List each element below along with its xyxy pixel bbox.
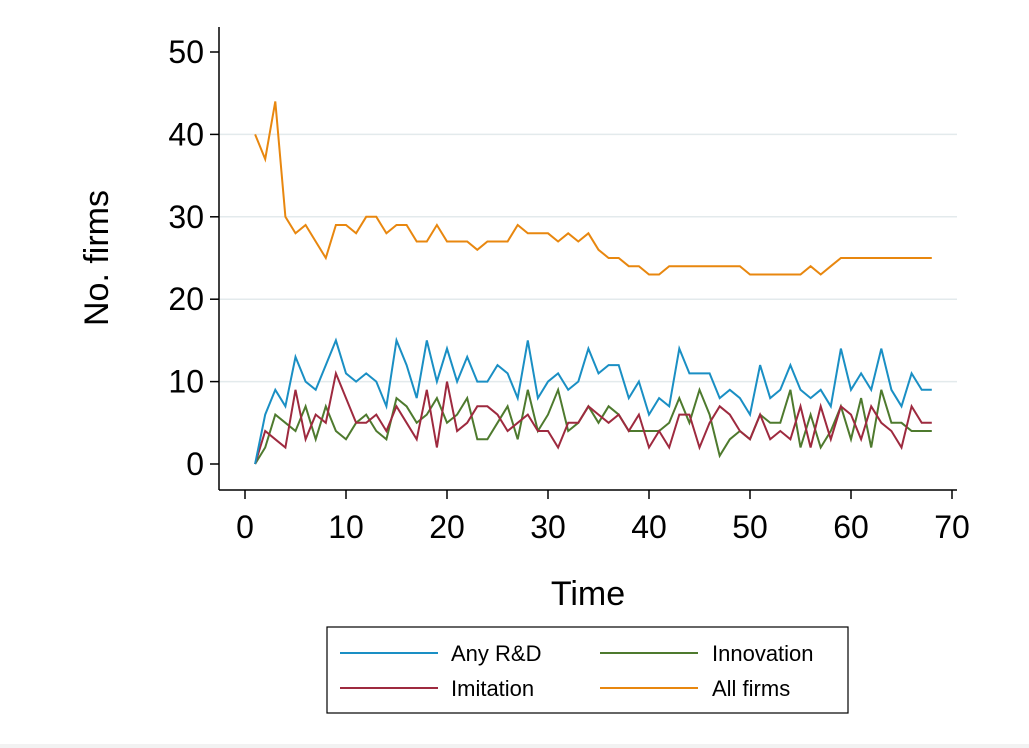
- y-axis-title: No. firms: [78, 190, 116, 326]
- x-tick-label-0: 0: [236, 509, 254, 545]
- x-tick-label-10: 10: [328, 509, 364, 545]
- y-ticks: 0 10 20 30 40 50: [168, 34, 219, 482]
- legend-box: [326, 626, 849, 714]
- y-tick-label-40: 40: [168, 116, 204, 152]
- series-line-any-r-d: [254, 336, 932, 465]
- y-tick-label-50: 50: [168, 34, 204, 70]
- legend-label-innovation: Innovation: [712, 641, 814, 666]
- series-line-imitation: [254, 369, 932, 465]
- y-tick-label-30: 30: [168, 199, 204, 235]
- series-line-innovation: [254, 386, 932, 465]
- x-tick-label-70: 70: [934, 509, 970, 545]
- series-lines: [254, 101, 932, 465]
- legend-label-imitation: Imitation: [451, 676, 534, 701]
- x-ticks: 0 10 20 30 40 50 60 70: [236, 490, 970, 545]
- series-line-all-firms: [254, 101, 932, 276]
- y-tick-label-0: 0: [186, 446, 204, 482]
- legend-label-all-firms: All firms: [712, 676, 790, 701]
- x-tick-label-50: 50: [732, 509, 768, 545]
- y-tick-label-20: 20: [168, 281, 204, 317]
- x-axis-title: Time: [551, 575, 625, 613]
- x-tick-label-20: 20: [429, 509, 465, 545]
- x-tick-label-40: 40: [631, 509, 667, 545]
- legend-label-any-rd: Any R&D: [451, 641, 541, 666]
- x-tick-label-60: 60: [833, 509, 869, 545]
- legend: Any R&D Innovation Imitation All firms: [326, 626, 849, 714]
- axes: [218, 27, 957, 491]
- x-tick-label-30: 30: [530, 509, 566, 545]
- y-tick-label-10: 10: [168, 364, 204, 400]
- bottom-border: [0, 744, 1029, 748]
